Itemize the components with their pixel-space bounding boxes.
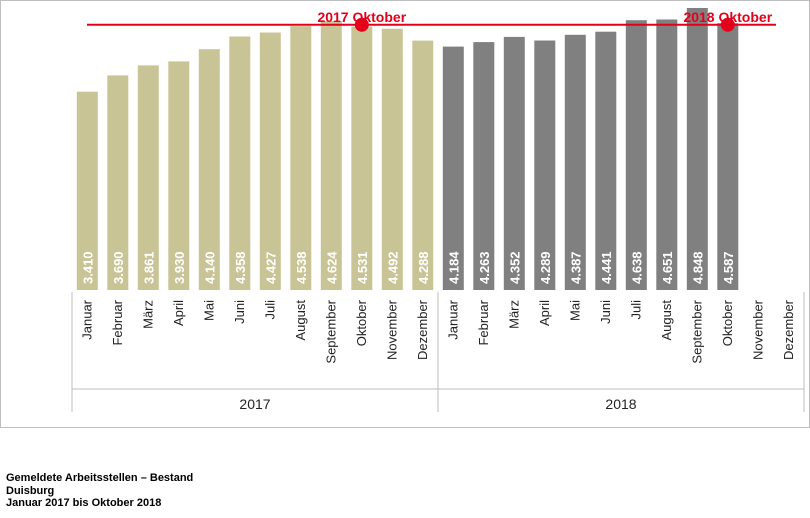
bar-value-label: 4.358 xyxy=(233,251,248,284)
x-tick-label: Januar xyxy=(79,299,94,339)
footer-region: Duisburg xyxy=(6,484,55,497)
bar-chart: 3.410 3.690 3.861 3.930 4.140 4.358 4.427 4.538… xyxy=(71,8,805,412)
bar-value-label: 4.184 xyxy=(446,251,461,284)
bar-2017-9 xyxy=(320,21,342,290)
x-tick-label: September xyxy=(323,299,338,363)
bar-2018-7 xyxy=(625,20,647,290)
bar-2017-8 xyxy=(290,26,312,290)
x-tick-label: September xyxy=(689,299,704,363)
footer-title: Gemeldete Arbeitsstellen – Bestand xyxy=(6,472,194,484)
bar-2018-3 xyxy=(503,36,525,291)
bar-value-label: 4.848 xyxy=(690,251,705,284)
bar-2018-8 xyxy=(656,19,678,290)
bar-value-label: 4.427 xyxy=(263,251,278,284)
bar-2017-1 xyxy=(76,91,98,290)
bar-2017-2 xyxy=(107,75,129,291)
x-tick-label: März xyxy=(506,300,521,329)
bar-2017-11 xyxy=(381,28,403,290)
chart-footer: Gemeldete Arbeitsstellen – Bestand Duisb… xyxy=(6,472,193,510)
x-tick-label: Juli xyxy=(262,300,277,320)
x-tick-label: März xyxy=(140,300,155,329)
bar-2018-5 xyxy=(564,34,586,290)
marker-point-2 xyxy=(720,17,735,32)
bar-value-label: 3.930 xyxy=(172,251,187,284)
marker-label-1: 2017 Oktober xyxy=(317,9,406,25)
x-tick-label: Dezember xyxy=(415,299,430,360)
bar-value-label: 4.624 xyxy=(324,251,339,284)
bar-value-label: 3.410 xyxy=(80,251,95,284)
x-tick-label: Oktober xyxy=(720,299,735,346)
x-tick-label: Februar xyxy=(476,299,491,345)
bar-value-label: 4.263 xyxy=(477,251,492,284)
bar-value-label: 4.289 xyxy=(538,251,553,284)
bar-value-label: 4.352 xyxy=(507,251,522,284)
bar-2018-9 xyxy=(686,8,708,290)
bar-value-label: 4.638 xyxy=(629,251,644,284)
bar-value-label: 4.531 xyxy=(355,251,370,284)
bar-2017-5 xyxy=(198,49,220,291)
bar-2017-12 xyxy=(412,40,434,290)
bar-2017-4 xyxy=(168,61,190,291)
bar-value-label: 4.288 xyxy=(416,251,431,284)
bar-2017-3 xyxy=(137,65,159,291)
bar-2017-7 xyxy=(259,32,281,290)
x-tick-label: Februar xyxy=(110,299,125,345)
bar-2018-10 xyxy=(717,23,739,290)
x-tick-label: Oktober xyxy=(354,299,369,346)
x-tick-label: November xyxy=(384,299,399,360)
x-tick-label: April xyxy=(171,300,186,326)
bar-2018-2 xyxy=(473,42,495,290)
x-tick-label: Januar xyxy=(445,299,460,339)
bar-value-label: 4.492 xyxy=(385,251,400,284)
x-tick-label: Dezember xyxy=(781,299,796,360)
bar-value-label: 4.441 xyxy=(599,251,614,284)
x-tick-label: Juni xyxy=(598,300,613,324)
x-tick-label: April xyxy=(537,300,552,326)
bar-value-label: 3.861 xyxy=(141,251,156,284)
marker-point-1 xyxy=(354,17,369,32)
marker-label-2: 2018 Oktober xyxy=(683,9,772,25)
x-tick-label: Juli xyxy=(628,300,643,320)
bar-value-label: 4.587 xyxy=(721,251,736,284)
x-tick-label: Juni xyxy=(232,300,247,324)
bar-value-label: 3.690 xyxy=(111,251,126,284)
footer-period: Januar 2017 bis Oktober 2018 xyxy=(6,497,162,509)
bar-value-label: 4.140 xyxy=(202,251,217,284)
x-tick-label: August xyxy=(659,300,674,341)
bar-value-label: 4.387 xyxy=(568,251,583,284)
bar-value-label: 4.538 xyxy=(294,251,309,284)
bar-2018-1 xyxy=(442,46,464,290)
bar-2018-6 xyxy=(595,31,617,290)
bar-value-label: 4.651 xyxy=(660,251,675,284)
bar-2018-4 xyxy=(534,40,556,290)
bar-2017-10 xyxy=(351,26,373,290)
bar-2017-6 xyxy=(229,36,251,290)
x-tick-label: August xyxy=(293,300,308,341)
year-group-label: 2018 xyxy=(605,396,636,412)
x-tick-label: Mai xyxy=(201,300,216,321)
x-tick-label: Mai xyxy=(567,300,582,321)
x-tick-label: November xyxy=(750,299,765,360)
year-group-label: 2017 xyxy=(239,396,270,412)
